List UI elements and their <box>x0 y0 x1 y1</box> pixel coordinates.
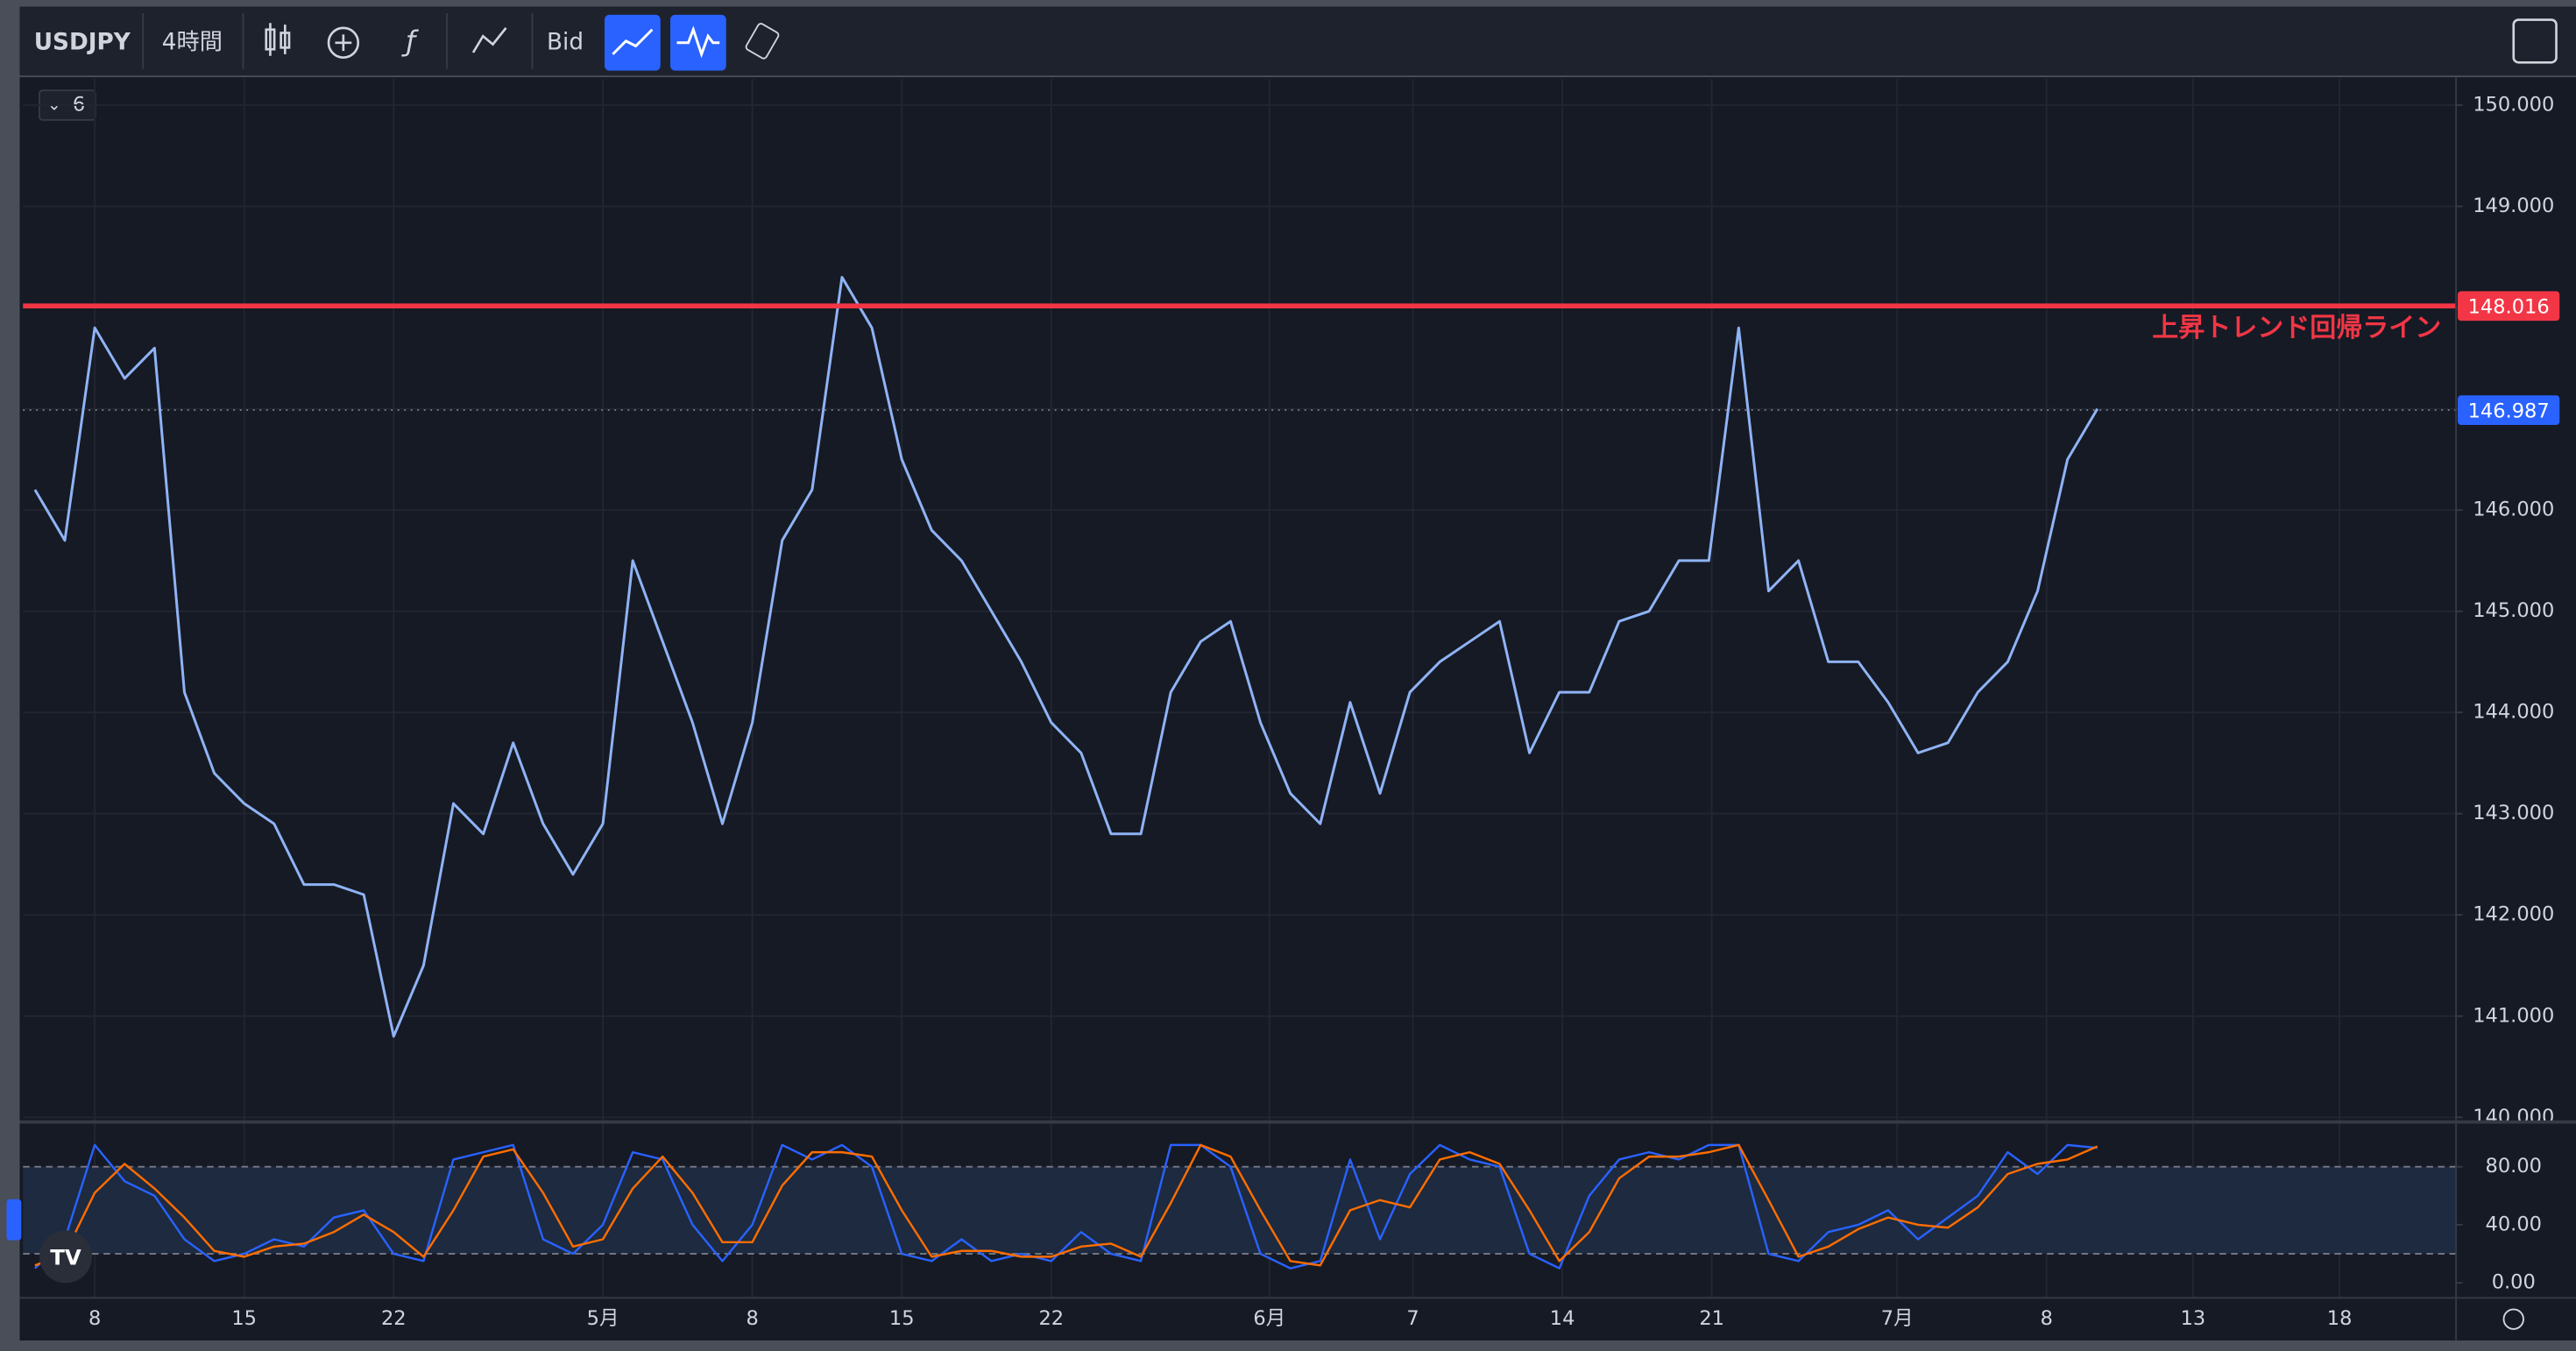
y-tick-label: 145.000 <box>2473 599 2554 622</box>
y-tick-label: 149.000 <box>2473 195 2554 217</box>
template-icon[interactable] <box>471 27 507 53</box>
x-tick-label: 5月 <box>587 1307 619 1330</box>
x-tick-label: 8 <box>2041 1307 2053 1330</box>
x-tick-label: 8 <box>88 1307 101 1330</box>
symbol[interactable]: USDJPY <box>34 29 131 55</box>
settings-icon[interactable] <box>2502 1308 2524 1330</box>
y-tick-label: 142.000 <box>2473 903 2554 926</box>
y-tick-label: 146.000 <box>2473 499 2554 521</box>
x-tick-label: 7 <box>1406 1307 1419 1330</box>
y-tick-label: 150.000 <box>2473 94 2554 117</box>
x-tick-label: 6月 <box>1253 1307 1285 1330</box>
x-tick-label: 18 <box>2327 1307 2353 1330</box>
price-tag <box>2458 291 2560 322</box>
interval-button[interactable]: 4時間 <box>162 29 223 55</box>
x-tick-label: 8 <box>746 1307 758 1330</box>
x-tick-label: 7月 <box>1881 1307 1914 1330</box>
chart-type-icon[interactable] <box>265 23 291 56</box>
toolbar-right <box>2458 6 2576 76</box>
series-line <box>34 1143 2098 1270</box>
y-tick-label: 0.00 <box>2492 1271 2536 1294</box>
side-tab[interactable] <box>6 1199 22 1241</box>
plots: 140.000 141.000 142.000 143.000 144.000 145.0… <box>23 78 2560 1330</box>
logo <box>39 1230 93 1284</box>
price-type-button[interactable]: Bid <box>547 29 584 55</box>
x-tick-label: 22 <box>381 1307 407 1330</box>
y-tick-label: 144.000 <box>2473 701 2554 724</box>
eraser-icon[interactable] <box>745 23 780 60</box>
price-tag-label: 148.016 <box>2468 296 2550 319</box>
x-tick-label: 22 <box>1038 1307 1064 1330</box>
x-tick-label: 14 <box>1550 1307 1575 1330</box>
price-tag <box>2458 395 2560 425</box>
band-fill <box>23 1166 2457 1255</box>
line-annotation: 上昇トレンド回帰ライン <box>2152 313 2441 343</box>
y-tick-label: 141.000 <box>2473 1004 2554 1027</box>
series-line <box>33 275 2099 1038</box>
chart-background <box>19 77 2576 1340</box>
pulse-icon <box>676 25 720 59</box>
y-tick-label: 143.000 <box>2473 802 2554 824</box>
drawing-toggle[interactable] <box>605 14 661 71</box>
drawing-icon <box>612 28 654 55</box>
y-tick-label: 140.000 <box>2473 1106 2554 1128</box>
compare-icon[interactable] <box>327 26 360 59</box>
indicator-icon[interactable]: ƒ <box>400 25 419 58</box>
toolbar <box>19 6 2459 76</box>
x-tick-label: 15 <box>889 1307 915 1330</box>
series-line <box>34 1143 2098 1267</box>
layout-icon[interactable] <box>2512 18 2558 64</box>
x-tick-label: 21 <box>1699 1307 1724 1330</box>
y-tick-label: 40.00 <box>2486 1213 2542 1235</box>
y-tick-label: 80.00 <box>2486 1155 2542 1178</box>
logo-text: TV <box>50 1244 81 1270</box>
x-tick-label: 15 <box>231 1307 257 1330</box>
x-tick-label: 13 <box>2181 1307 2206 1330</box>
price-tag-label: 146.987 <box>2468 400 2550 422</box>
